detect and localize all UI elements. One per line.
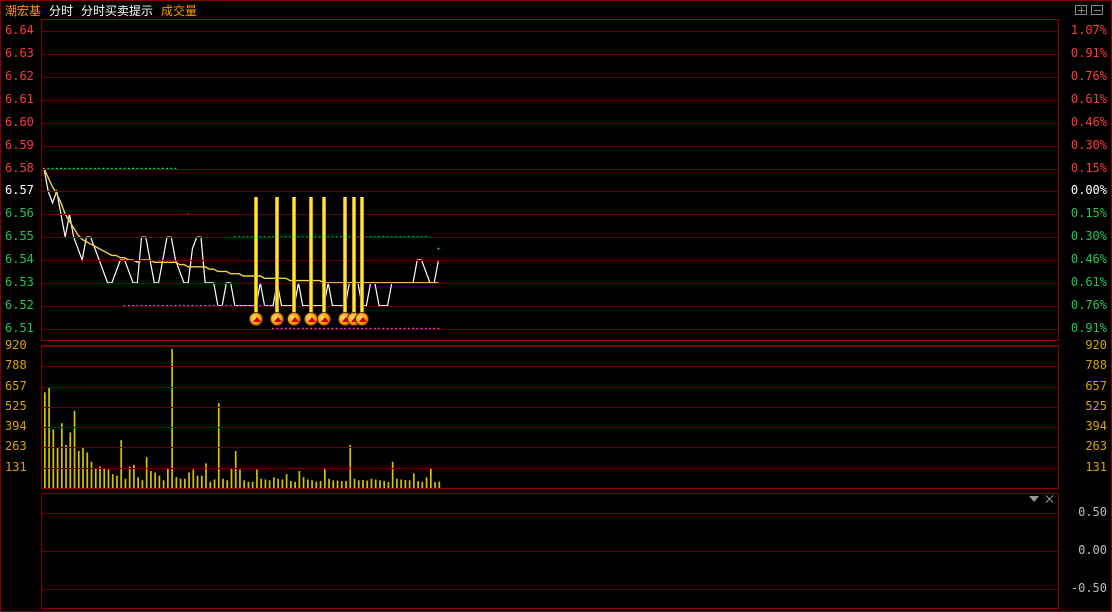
buy-marker-stick <box>352 197 356 316</box>
price-tick-right: 0.15% <box>1063 207 1107 219</box>
indicator-panel-controls <box>1029 494 1055 504</box>
volume-tick-left: 131 <box>5 461 37 473</box>
buy-marker-stick <box>322 197 326 316</box>
price-tick-right: 0.91% <box>1063 47 1107 59</box>
price-tick-right: 0.30% <box>1063 139 1107 151</box>
buy-marker <box>317 312 331 326</box>
price-tick-right: 0.15% <box>1063 162 1107 174</box>
volume-tick-right: 920 <box>1063 339 1107 351</box>
buy-marker-stick <box>360 197 364 316</box>
price-tick-right: 0.76% <box>1063 299 1107 311</box>
volume-tick-right: 394 <box>1063 420 1107 432</box>
chart-header: 潮宏基 分时 分时买卖提示 成交量 <box>5 3 197 19</box>
volume-panel[interactable] <box>41 345 1059 489</box>
buy-marker-stick <box>275 197 279 316</box>
price-tick-right: 0.91% <box>1063 322 1107 334</box>
buy-marker-stick <box>292 197 296 316</box>
volume-tick-right: 788 <box>1063 359 1107 371</box>
price-tick-right: 1.07% <box>1063 24 1107 36</box>
volume-tick-right: 263 <box>1063 440 1107 452</box>
volume-tick-right: 131 <box>1063 461 1107 473</box>
indicator-tick-right: 0.00 <box>1063 544 1107 556</box>
price-tick-right: 0.00% <box>1063 184 1107 196</box>
price-tick-left: 6.56 <box>5 207 37 219</box>
price-tick-right: 0.46% <box>1063 253 1107 265</box>
price-tick-left: 6.51 <box>5 322 37 334</box>
volume-tick-left: 525 <box>5 400 37 412</box>
price-chart-svg <box>42 20 1060 340</box>
price-tick-left: 6.63 <box>5 47 37 59</box>
price-tick-left: 6.55 <box>5 230 37 242</box>
buy-marker-stick <box>309 197 313 316</box>
price-axis-left: 6.64 6.63 6.62 6.61 6.60 6.59 6.58 6.57 6.56 6.55… <box>1 19 41 341</box>
price-tick-left: 6.62 <box>5 70 37 82</box>
title-buy-sell: 分时买卖提示 <box>81 3 153 19</box>
price-tick-left: 6.54 <box>5 253 37 265</box>
price-tick-left: 6.64 <box>5 24 37 36</box>
volume-tick-right: 657 <box>1063 380 1107 392</box>
chart-root: 潮宏基 分时 分时买卖提示 成交量 6.646.636.626.616.606.… <box>0 0 1112 612</box>
minus-icon[interactable] <box>1091 5 1103 15</box>
volume-tick-left: 657 <box>5 380 37 392</box>
price-axis-right: 1.07% 0.91% 0.76% 0.61% 0.46% 0.30% 0.15% 0.00%… <box>1059 19 1111 341</box>
price-tick-right: 0.46% <box>1063 116 1107 128</box>
volume-tick-right: 525 <box>1063 400 1107 412</box>
volume-tick-left: 263 <box>5 440 37 452</box>
volume-tick-left: 788 <box>5 359 37 371</box>
title-volume: 成交量 <box>161 3 197 19</box>
dropdown-icon[interactable] <box>1029 496 1039 502</box>
price-tick-right: 0.30% <box>1063 230 1107 242</box>
volume-axis-left: 920788657525394263131 <box>1 345 41 489</box>
indicator-axis-right: 0.50 0.00 -0.50 <box>1059 493 1111 609</box>
indicator-panel[interactable] <box>41 493 1059 609</box>
title-intraday: 分时 <box>49 3 73 19</box>
price-tick-left: 6.53 <box>5 276 37 288</box>
volume-axis-right: 920788657525394263131 <box>1059 345 1111 489</box>
price-panel[interactable] <box>41 19 1059 341</box>
price-tick-right: 0.76% <box>1063 70 1107 82</box>
close-icon[interactable] <box>1045 494 1055 504</box>
price-tick-left: 6.60 <box>5 116 37 128</box>
price-tick-right: 0.61% <box>1063 276 1107 288</box>
buy-marker-stick <box>343 197 347 316</box>
price-tick-left: 6.52 <box>5 299 37 311</box>
volume-tick-left: 920 <box>5 339 37 351</box>
indicator-tick-right: 0.50 <box>1063 506 1107 518</box>
price-tick-right: 0.61% <box>1063 93 1107 105</box>
buy-marker-stick <box>254 197 258 316</box>
price-tick-left: 6.57 <box>5 184 37 196</box>
indicator-tick-right: -0.50 <box>1063 582 1107 594</box>
price-tick-left: 6.59 <box>5 139 37 151</box>
plus-icon[interactable] <box>1075 5 1087 15</box>
price-tick-left: 6.61 <box>5 93 37 105</box>
stock-name: 潮宏基 <box>5 3 41 19</box>
volume-tick-left: 394 <box>5 420 37 432</box>
price-tick-left: 6.58 <box>5 162 37 174</box>
